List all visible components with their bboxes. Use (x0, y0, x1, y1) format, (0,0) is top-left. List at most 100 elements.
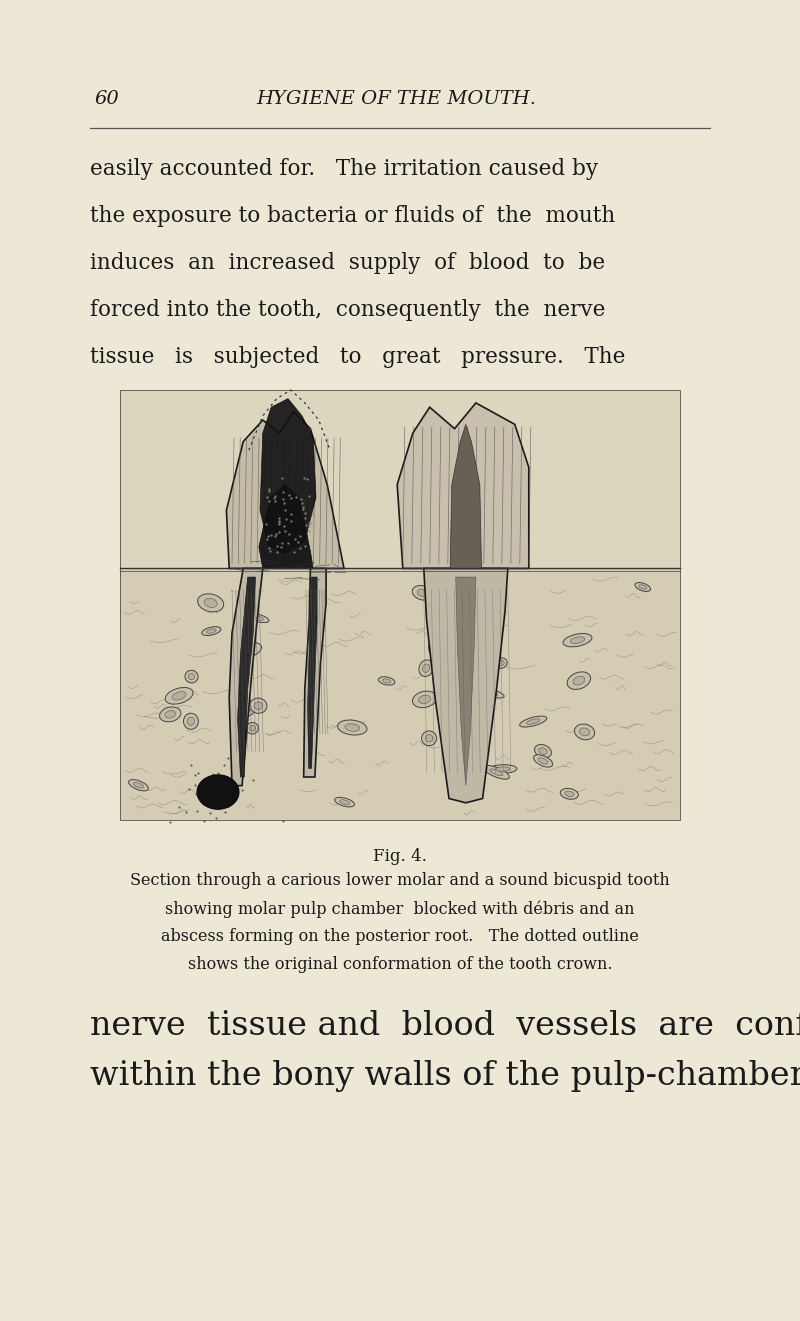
Ellipse shape (338, 720, 367, 734)
Ellipse shape (252, 616, 263, 621)
Ellipse shape (238, 645, 250, 654)
Polygon shape (450, 424, 482, 568)
Ellipse shape (129, 779, 148, 791)
Text: showing molar pulp chamber  blocked with débris and an: showing molar pulp chamber blocked with … (166, 900, 634, 918)
Ellipse shape (462, 733, 474, 741)
Ellipse shape (567, 672, 590, 690)
Ellipse shape (206, 629, 216, 633)
Ellipse shape (635, 583, 650, 592)
Ellipse shape (574, 724, 594, 740)
Text: Section through a carious lower molar and a sound bicuspid tooth: Section through a carious lower molar an… (130, 872, 670, 889)
Bar (120, 390, 680, 820)
Polygon shape (397, 403, 529, 568)
Ellipse shape (498, 660, 504, 666)
Text: tissue   is   subjected   to   great   pressure.   The: tissue is subjected to great pressure. T… (90, 346, 626, 369)
Ellipse shape (254, 701, 262, 709)
Ellipse shape (456, 729, 480, 745)
Ellipse shape (418, 695, 430, 704)
Text: easily accounted for.   The irritation caused by: easily accounted for. The irritation cau… (90, 159, 598, 180)
Text: Fig. 4.: Fig. 4. (373, 848, 427, 865)
Polygon shape (226, 412, 344, 568)
Ellipse shape (250, 697, 267, 713)
Ellipse shape (483, 765, 510, 779)
Ellipse shape (419, 659, 434, 676)
Ellipse shape (378, 676, 395, 686)
Ellipse shape (570, 637, 585, 643)
Ellipse shape (159, 707, 181, 721)
Ellipse shape (534, 745, 551, 758)
Ellipse shape (250, 725, 255, 731)
Ellipse shape (534, 754, 553, 768)
Ellipse shape (418, 589, 427, 597)
Ellipse shape (457, 715, 468, 723)
Ellipse shape (202, 626, 221, 635)
Bar (120, 390, 680, 820)
Text: 60: 60 (94, 90, 119, 108)
Ellipse shape (579, 728, 590, 736)
Text: within the bony walls of the pulp-chamber, and: within the bony walls of the pulp-chambe… (90, 1059, 800, 1092)
Bar (120, 568, 680, 820)
Ellipse shape (187, 717, 194, 725)
Ellipse shape (241, 647, 247, 651)
Polygon shape (424, 568, 508, 803)
Polygon shape (229, 568, 262, 786)
Polygon shape (238, 577, 255, 777)
Ellipse shape (340, 799, 350, 804)
Ellipse shape (573, 676, 585, 686)
Text: shows the original conformation of the tooth crown.: shows the original conformation of the t… (188, 956, 612, 974)
Ellipse shape (240, 646, 254, 654)
Polygon shape (308, 577, 317, 769)
Ellipse shape (412, 585, 432, 600)
Text: the exposure to bacteria or fluids of  the  mouth: the exposure to bacteria or fluids of th… (90, 205, 615, 227)
Ellipse shape (183, 713, 198, 729)
Ellipse shape (639, 585, 646, 589)
Ellipse shape (243, 704, 251, 712)
Ellipse shape (422, 731, 437, 745)
Ellipse shape (452, 711, 473, 727)
Ellipse shape (478, 688, 504, 697)
Ellipse shape (490, 769, 503, 775)
Ellipse shape (239, 700, 255, 716)
Ellipse shape (197, 775, 239, 810)
Ellipse shape (422, 664, 430, 672)
Polygon shape (259, 485, 314, 568)
Ellipse shape (345, 724, 360, 732)
Ellipse shape (496, 768, 510, 771)
Ellipse shape (246, 723, 258, 734)
Ellipse shape (432, 646, 438, 654)
Ellipse shape (165, 687, 193, 704)
Ellipse shape (185, 670, 198, 683)
Text: abscess forming on the posterior root.   The dotted outline: abscess forming on the posterior root. T… (161, 927, 639, 945)
Ellipse shape (526, 719, 540, 724)
Ellipse shape (198, 594, 224, 612)
Bar (120, 390, 680, 568)
Ellipse shape (247, 613, 269, 622)
Polygon shape (304, 568, 326, 777)
Ellipse shape (538, 758, 548, 764)
Ellipse shape (565, 791, 574, 797)
Ellipse shape (495, 658, 507, 668)
Ellipse shape (382, 679, 390, 683)
Text: forced into the tooth,  consequently  the  nerve: forced into the tooth, consequently the … (90, 299, 606, 321)
Text: HYGIENE OF THE MOUTH.: HYGIENE OF THE MOUTH. (256, 90, 536, 108)
Text: nerve  tissue and  blood  vessels  are  confined: nerve tissue and blood vessels are confi… (90, 1011, 800, 1042)
Ellipse shape (538, 748, 547, 754)
Ellipse shape (560, 789, 578, 799)
Ellipse shape (165, 711, 175, 719)
Ellipse shape (413, 691, 437, 708)
Ellipse shape (334, 798, 354, 807)
Ellipse shape (172, 692, 186, 700)
Polygon shape (260, 399, 316, 553)
Ellipse shape (134, 782, 143, 789)
Ellipse shape (429, 642, 441, 659)
Ellipse shape (520, 716, 547, 727)
Ellipse shape (426, 734, 433, 742)
Ellipse shape (563, 634, 592, 647)
Ellipse shape (489, 765, 517, 773)
Text: induces  an  increased  supply  of  blood  to  be: induces an increased supply of blood to … (90, 252, 605, 273)
Polygon shape (456, 577, 476, 786)
Ellipse shape (233, 642, 262, 658)
Ellipse shape (188, 674, 194, 680)
Ellipse shape (204, 598, 217, 608)
Ellipse shape (485, 691, 498, 696)
